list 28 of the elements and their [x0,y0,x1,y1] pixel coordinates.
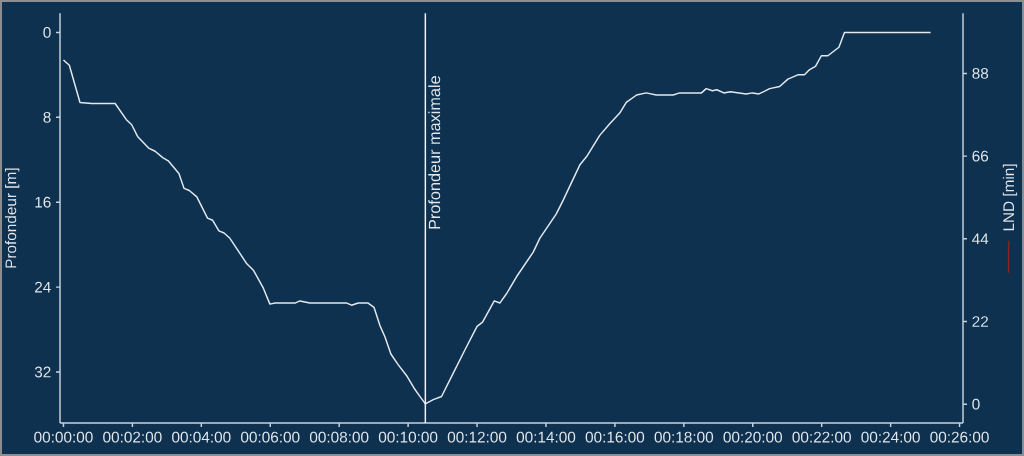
x-tick-label: 00:06:00 [241,431,300,443]
y2-tick-label: 22 [972,316,989,327]
y2-tick-label: 0 [972,398,980,410]
y-tick-label: 24 [35,281,51,293]
x-tick-label: 00:00:00 [34,431,93,443]
x-tick-label: 00:20:00 [723,431,782,443]
y2-axis-title: LND [min] [1002,164,1018,231]
x-tick-label: 00:16:00 [585,431,645,443]
x-tick-label: 00:02:00 [103,431,162,443]
y-tick-label: 0 [43,26,51,38]
x-tick-label: 00:10:00 [378,431,438,443]
y-tick-label: 32 [34,366,51,378]
y2-tick-label: 44 [972,233,989,245]
x-tick-label: 00:08:00 [309,431,369,443]
y-axis-title: Profondeur [m] [5,168,20,268]
x-tick-label: 00:26:00 [930,431,989,443]
y2-tick-label: 88 [972,68,989,79]
x-tick-label: 00:24:00 [861,431,920,443]
x-tick-label: 00:12:00 [447,431,507,443]
x-tick-label: 00:14:00 [516,431,576,443]
line-series [62,31,932,405]
x-tick-label: 00:22:00 [792,431,851,443]
y-tick-label: 16 [35,196,51,208]
ref-line-label: Profondeur maximale [428,76,441,229]
y2-tick-label: 66 [972,150,989,162]
y-tick-label: 8 [43,111,51,123]
x-tick-label: 00:18:00 [654,431,714,443]
x-tick-label: 00:04:00 [172,431,231,443]
